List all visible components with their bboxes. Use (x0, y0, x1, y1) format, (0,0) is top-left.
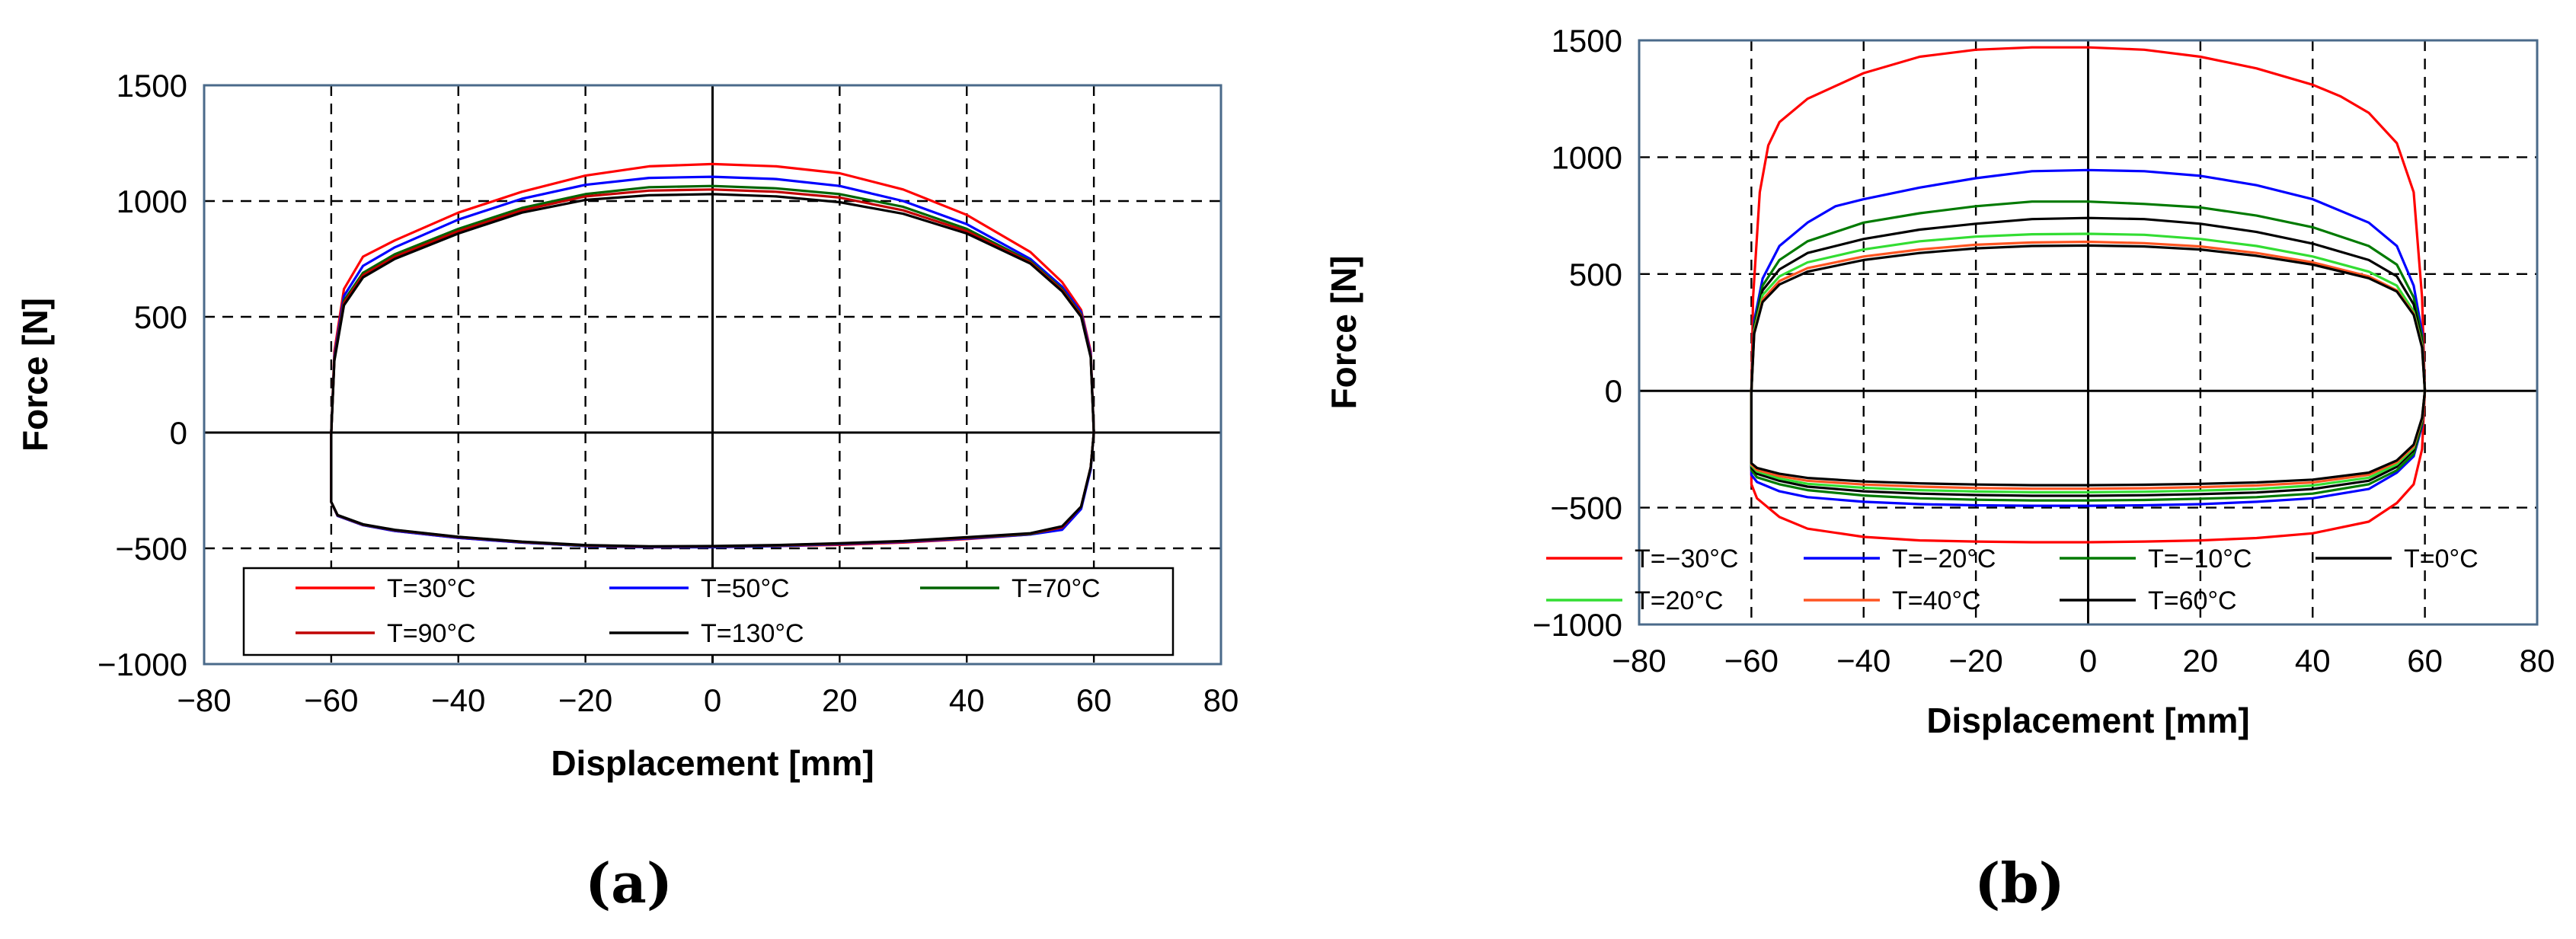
x-tick-label: 40 (949, 682, 985, 718)
legend-label-4: T=90°C (387, 619, 476, 648)
y-tick-label: −1000 (97, 647, 187, 682)
y-tick-label: −1000 (1532, 607, 1622, 643)
series-line-7 (1750, 244, 2427, 487)
x-tick-label: −40 (1836, 643, 1890, 679)
y-tick-label: 0 (170, 415, 187, 451)
x-tick-label: 20 (822, 682, 858, 718)
x-axis-label: Displacement [mm] (551, 743, 874, 783)
y-tick-label: 0 (1605, 373, 1622, 409)
legend-label-7: T=60°C (2148, 586, 2237, 615)
panel-label: (b) (1974, 851, 2064, 915)
y-tick-label: 1500 (117, 68, 187, 104)
legend-label-1: T=30°C (387, 574, 476, 603)
legend-label-1: T=−30°C (1635, 545, 1738, 573)
x-tick-label: −60 (304, 682, 358, 718)
legend-label-6: T=40°C (1892, 586, 1981, 615)
x-tick-label: 0 (2079, 643, 2097, 679)
y-tick-label: 1000 (1552, 139, 1622, 175)
x-tick-label: 60 (1076, 682, 1112, 718)
legend-label-2: T=50°C (701, 574, 790, 603)
legend-label-2: T=−20°C (1892, 545, 1996, 573)
x-tick-label: −80 (1612, 643, 1666, 679)
series-line-1 (1750, 46, 2427, 544)
y-tick-label: −500 (1550, 490, 1622, 526)
legend-label-3: T=70°C (1012, 574, 1101, 603)
y-tick-label: 500 (1569, 257, 1622, 292)
y-tick-label: 1000 (117, 184, 187, 219)
x-axis-label: Displacement [mm] (1926, 701, 2249, 740)
series-line-5 (330, 193, 1095, 548)
x-tick-label: 60 (2407, 643, 2443, 679)
y-tick-label: 1500 (1552, 23, 1622, 59)
y-tick-label: 500 (134, 299, 187, 335)
chart-b: −80 −60 −40 −20 0 20 40 60 80 −1000 −500 0 500 1000 15… (1324, 23, 2555, 915)
legend-label-5: T=20°C (1635, 586, 1724, 615)
legend-box (242, 567, 1175, 656)
x-tick-label: 40 (2295, 643, 2331, 679)
y-axis-label: Force [N] (15, 298, 55, 452)
x-tick-label: −80 (177, 682, 231, 718)
x-tick-label: 20 (2183, 643, 2219, 679)
y-tick-label: −500 (115, 531, 187, 567)
legend-label-5: T=130°C (701, 619, 804, 648)
x-tick-label: −20 (1949, 643, 2003, 679)
x-tick-label: 80 (1203, 682, 1239, 718)
plot-frame (203, 84, 1222, 666)
plot-frame (1638, 39, 2539, 626)
panel-label: (a) (585, 851, 673, 915)
legend-label-4: T=0°C (2404, 545, 2479, 573)
x-tick-label: −60 (1724, 643, 1779, 679)
x-tick-label: 0 (704, 682, 721, 718)
x-tick-label: −20 (558, 682, 612, 718)
x-tick-label: 80 (2520, 643, 2555, 679)
legend-label-3: T=−10°C (2148, 545, 2252, 573)
y-axis-label: Force [N] (1324, 256, 1363, 410)
chart-a: −80 −60 −40 −20 0 20 40 60 80 −1000 −500 0 500 1000 15… (15, 68, 1238, 915)
x-tick-label: −40 (431, 682, 485, 718)
